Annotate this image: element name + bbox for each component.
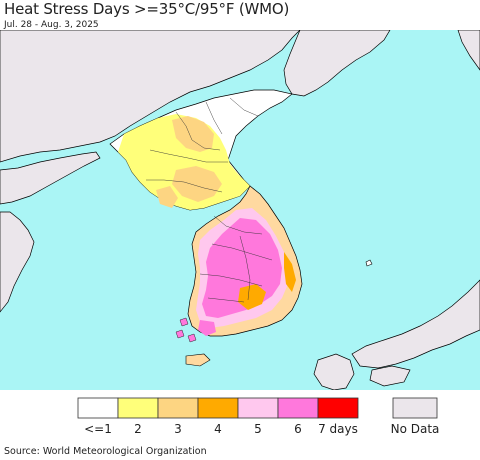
legend-label-0: <=1 <box>84 422 112 436</box>
japan-kyushu <box>313 353 355 390</box>
legend-label-2: 3 <box>174 422 182 436</box>
china-south-coast <box>0 211 35 313</box>
legend-swatch-2 <box>157 397 199 419</box>
sk-east-coast-orange <box>284 252 296 292</box>
ulleungdo-island <box>365 259 373 267</box>
legend-label-5: 6 <box>294 422 302 436</box>
legend-label-no-data: No Data <box>390 422 440 436</box>
legend-label-6: 7 days <box>318 422 358 436</box>
legend-label-1: 2 <box>134 422 142 436</box>
japan-honshu <box>351 279 480 369</box>
jeju-island <box>185 353 211 367</box>
legend-swatch-6 <box>317 397 359 419</box>
legend-swatch-4 <box>237 397 279 419</box>
legend <box>77 397 438 419</box>
russia-landmass <box>283 30 391 97</box>
shandong-peninsula <box>0 151 101 205</box>
legend-label-4: 5 <box>254 422 262 436</box>
legend-swatch-no-data <box>392 397 438 419</box>
legend-swatch-0 <box>77 397 119 419</box>
nk-orange-zone-2 <box>172 166 222 202</box>
legend-label-3: 4 <box>214 422 222 436</box>
legend-swatch-1 <box>117 397 159 419</box>
southwest-islands <box>175 317 197 343</box>
legend-swatch-3 <box>197 397 239 419</box>
sakhalin-island <box>457 30 480 71</box>
japan-shikoku <box>369 365 411 387</box>
nk-orange-zone <box>172 116 214 152</box>
nk-west-coast-orange <box>156 186 178 208</box>
source-attribution: Source: World Meteorological Organizatio… <box>4 446 207 457</box>
korea-province-borders <box>146 97 273 303</box>
sk-southwest-magenta <box>198 320 216 336</box>
china-landmass <box>0 30 301 163</box>
date-range: Jul. 28 - Aug. 3, 2025 <box>4 20 99 30</box>
heat-stress-map <box>0 30 480 390</box>
legend-swatch-5 <box>277 397 319 419</box>
sk-orange-patch <box>238 284 266 310</box>
map-title: Heat Stress Days >=35°C/95°F (WMO) <box>4 0 290 18</box>
